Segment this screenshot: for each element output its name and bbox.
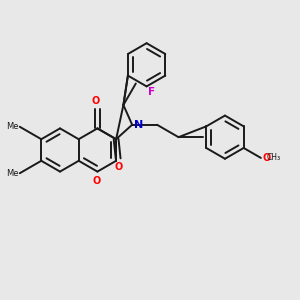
Text: O: O [92, 97, 100, 106]
Text: O: O [114, 162, 122, 172]
Text: CH₃: CH₃ [266, 153, 280, 162]
Text: N: N [134, 120, 143, 130]
Text: O: O [92, 176, 100, 186]
Text: Me: Me [6, 122, 18, 131]
Text: O: O [262, 153, 271, 163]
Text: F: F [148, 87, 155, 97]
Text: Me: Me [6, 169, 18, 178]
